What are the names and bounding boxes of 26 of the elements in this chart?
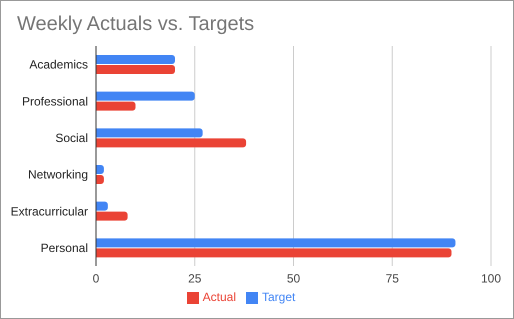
legend-label: Actual — [202, 290, 236, 304]
legend-label: Target — [262, 290, 296, 304]
y-tick-label: Academics — [29, 58, 88, 72]
y-tick-label: Networking — [28, 168, 88, 182]
x-tick-label: 25 — [188, 272, 202, 286]
bar — [96, 165, 104, 174]
bar — [96, 212, 128, 221]
bar — [96, 248, 452, 258]
y-tick-label: Social — [55, 130, 88, 145]
y-tick-label: Professional — [22, 94, 88, 108]
bar — [96, 55, 175, 64]
x-tick-label: 100 — [480, 272, 502, 286]
bar — [96, 238, 456, 248]
bar — [96, 175, 104, 184]
bar — [96, 65, 175, 74]
bar — [96, 138, 246, 148]
x-tick-label: 75 — [386, 272, 400, 286]
x-tick-label: 0 — [92, 272, 100, 286]
bar — [96, 92, 195, 101]
bar — [96, 202, 108, 211]
y-tick-label: Extracurricular — [10, 204, 88, 218]
chart-title: Weekly Actuals vs. Targets — [17, 13, 254, 36]
bar — [96, 128, 203, 138]
bar — [96, 102, 136, 111]
y-tick-label: Personal — [40, 240, 88, 255]
x-tick-label: 50 — [286, 272, 300, 286]
